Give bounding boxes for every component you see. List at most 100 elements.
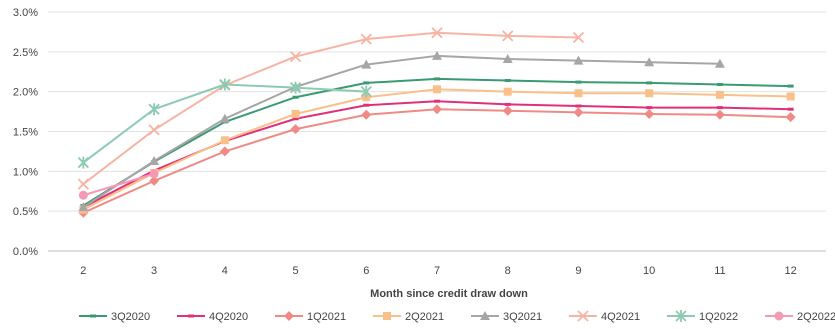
- x-tick-label: 3: [151, 265, 157, 277]
- data-point: [77, 178, 89, 190]
- data-point: [360, 85, 372, 98]
- y-tick-label: 2.0%: [13, 87, 38, 99]
- series-3Q2021: [78, 50, 725, 212]
- gridlines: [48, 11, 826, 252]
- data-point: [78, 202, 89, 212]
- y-axis-ticks: 0.0% 0.5% 1.0% 1.5% 2.0% 2.5% 3.0%: [13, 7, 38, 258]
- data-point: [433, 85, 441, 94]
- data-point: [148, 124, 160, 136]
- data-point: [360, 33, 372, 45]
- data-point: [714, 109, 725, 120]
- y-tick-label: 3.0%: [13, 7, 38, 19]
- series-line: [82, 108, 791, 214]
- data-point: [573, 107, 584, 118]
- series-line: [83, 172, 155, 197]
- data-point: [431, 27, 443, 39]
- x-tick-label: 11: [714, 265, 725, 277]
- x-tick-label: 5: [292, 265, 298, 277]
- series-1Q2021: [78, 104, 796, 218]
- x-tick-label: 2: [80, 265, 86, 277]
- data-point: [291, 109, 300, 118]
- data-point: [361, 59, 372, 69]
- legend-marker: [383, 312, 391, 320]
- legend-marker: [774, 311, 784, 321]
- data-point: [786, 92, 795, 101]
- legend-marker: [675, 310, 687, 322]
- data-point: [502, 54, 513, 64]
- legend-label: 3Q2021: [503, 311, 542, 323]
- data-point: [219, 78, 231, 91]
- series-2Q2022: [78, 169, 159, 200]
- y-tick-label: 1.5%: [13, 127, 38, 139]
- data-point: [715, 90, 724, 99]
- legend-label: 4Q2020: [209, 311, 248, 323]
- data-point: [290, 124, 301, 135]
- legend-item: 4Q2021: [569, 310, 640, 323]
- x-tick-label: 4: [222, 265, 228, 277]
- series-4Q2020: [80, 99, 794, 209]
- x-tick-label: 7: [434, 265, 440, 277]
- data-point: [644, 108, 655, 119]
- series-4Q2021: [77, 27, 585, 190]
- x-axis-ticks: 2 3 4 5 6 7 8 9 10 11 12: [80, 265, 796, 277]
- legend-label: 1Q2022: [699, 311, 738, 323]
- data-point: [289, 50, 302, 63]
- data-point: [574, 89, 583, 98]
- legend: 3Q2020 4Q2020 1Q2021 2Q2021 3Q2021 4Q2021 1Q20…: [79, 310, 835, 323]
- x-axis-title: Month since credit draw down: [370, 288, 528, 300]
- legend-item: 3Q2021: [471, 311, 542, 323]
- legend-marker: [577, 310, 589, 322]
- series-1Q2022: [77, 78, 372, 169]
- legend-item: 3Q2020: [79, 311, 150, 323]
- x-tick-label: 6: [363, 265, 369, 277]
- y-tick-label: 1.0%: [13, 166, 38, 178]
- data-point: [502, 30, 514, 42]
- data-point: [714, 58, 725, 68]
- legend-label: 2Q2021: [405, 311, 444, 323]
- x-tick-label: 8: [505, 265, 511, 277]
- series-group: [77, 27, 796, 218]
- x-tick-label: 12: [785, 265, 797, 277]
- y-tick-label: 0.5%: [13, 206, 38, 218]
- data-point: [219, 146, 230, 157]
- legend-label: 4Q2021: [601, 311, 640, 323]
- series-line: [82, 31, 579, 185]
- data-point: [149, 169, 159, 179]
- legend-item: 2Q2022: [765, 311, 835, 323]
- legend-item: 1Q2022: [667, 310, 738, 323]
- legend-marker: [284, 311, 294, 321]
- data-point: [502, 105, 513, 116]
- data-point: [644, 57, 655, 67]
- legend-item: 1Q2021: [275, 311, 346, 323]
- legend-label: 1Q2021: [307, 311, 346, 323]
- data-point: [785, 112, 796, 123]
- legend-label: 3Q2020: [111, 311, 150, 323]
- data-point: [361, 109, 372, 120]
- y-tick-label: 2.5%: [13, 47, 38, 59]
- data-point: [219, 113, 230, 123]
- data-point: [432, 50, 442, 60]
- series-line: [82, 100, 791, 209]
- legend-marker: [480, 311, 490, 320]
- data-point: [77, 156, 89, 169]
- legend-item: 4Q2020: [177, 311, 248, 323]
- legend-item: 2Q2021: [373, 311, 444, 323]
- data-point: [573, 55, 584, 65]
- data-point: [503, 87, 512, 96]
- data-point: [572, 31, 585, 44]
- data-point: [149, 175, 160, 186]
- x-tick-label: 9: [575, 265, 581, 277]
- data-point: [289, 81, 302, 94]
- x-tick-label: 10: [643, 265, 655, 277]
- y-tick-label: 0.0%: [13, 246, 38, 258]
- data-point: [645, 89, 654, 98]
- data-point: [220, 136, 229, 145]
- data-point: [78, 190, 88, 200]
- series-line: [82, 54, 720, 209]
- data-point: [432, 104, 442, 115]
- legend-label: 2Q2022: [797, 311, 835, 323]
- series-line: [82, 77, 791, 207]
- data-point: [149, 155, 160, 165]
- data-point: [148, 103, 160, 116]
